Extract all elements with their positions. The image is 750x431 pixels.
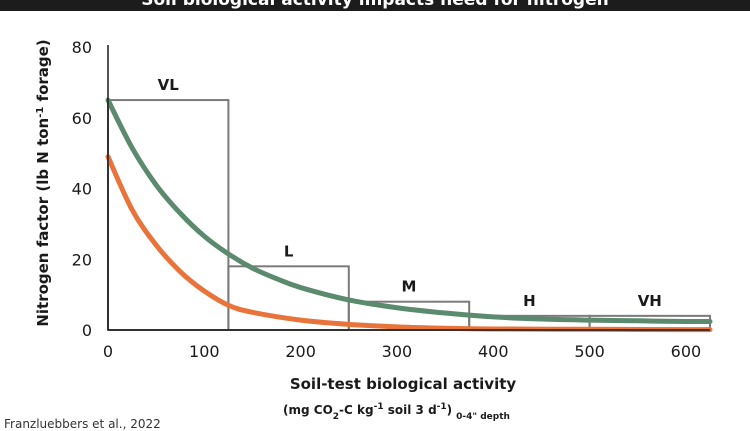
x-tick-label: 100 — [189, 342, 220, 361]
category-label-h: H — [523, 292, 536, 310]
title-bar: Soil biological activity impacts need fo… — [0, 0, 750, 11]
y-tick-label: 80 — [72, 38, 92, 57]
y-tick-label: 60 — [72, 109, 92, 128]
x-tick-label: 0 — [103, 342, 113, 361]
x-tick-label: 300 — [382, 342, 413, 361]
tick-labels: 0 100 200 300 400 500 600 0 20 40 60 80 — [72, 38, 702, 361]
x-tick-label: 200 — [285, 342, 316, 361]
y-tick-label: 20 — [72, 250, 92, 269]
x-tick-label: 500 — [574, 342, 605, 361]
y-axis-title: Nitrogen factor (lb N ton-1 forage) — [34, 39, 52, 326]
x-tick-label: 400 — [478, 342, 509, 361]
series-line-2 — [105, 154, 713, 333]
category-label-vl: VL — [158, 76, 180, 94]
y-tick-label: 40 — [72, 180, 92, 199]
source-credit: Franzluebbers et al., 2022 — [4, 417, 161, 431]
category-label-l: L — [284, 242, 294, 260]
x-axis-title: Soil-test biological activity — [290, 375, 517, 393]
category-boxes: VL L M H VH — [107, 76, 711, 332]
category-label-m: M — [402, 278, 417, 296]
axes — [107, 45, 710, 331]
y-tick-label: 0 — [82, 321, 92, 340]
x-tick-label: 600 — [671, 342, 702, 361]
series-line-1 — [105, 97, 713, 325]
x-axis-units: (mg CO2-C kg-1 soil 3 d-1) 0-4" depth — [283, 402, 510, 422]
category-label-vh: VH — [638, 292, 662, 310]
chart-title: Soil biological activity impacts need fo… — [141, 0, 609, 10]
